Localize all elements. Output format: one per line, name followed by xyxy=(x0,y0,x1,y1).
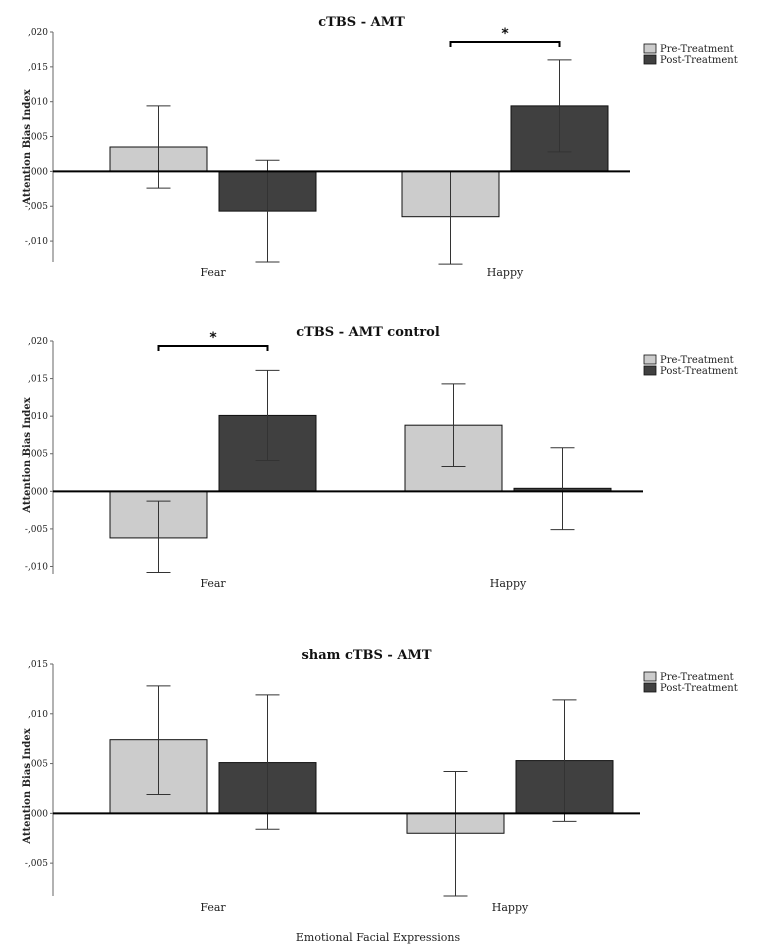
legend-swatch-post xyxy=(643,365,657,376)
y-tick-label: -,005 xyxy=(25,859,48,869)
chart-title: cTBS - AMT xyxy=(318,15,405,30)
significance-bracket xyxy=(449,41,561,47)
significance-star: * xyxy=(209,330,217,346)
y-tick-label: ,005 xyxy=(28,450,48,460)
legend-label: Post-Treatment xyxy=(660,683,738,694)
significance-star: * xyxy=(501,26,509,42)
y-tick-label: -,010 xyxy=(25,237,48,247)
significance-bracket xyxy=(157,345,269,351)
legend-swatch-pre xyxy=(643,671,657,682)
y-tick-label: ,020 xyxy=(28,28,48,38)
y-tick-label: ,000 xyxy=(28,809,48,819)
y-tick-label: ,000 xyxy=(28,487,48,497)
legend-swatch-post xyxy=(643,54,657,65)
x-category-label: Happy xyxy=(490,577,527,590)
chart-panel-2: cTBS - AMT control -,010 -,005 ,000 ,005 ,010… xyxy=(22,325,738,590)
legend-swatch-pre xyxy=(643,354,657,365)
x-category-label: Happy xyxy=(492,901,529,914)
legend-swatch-post xyxy=(643,682,657,693)
y-tick-label: ,020 xyxy=(28,337,48,347)
chart-panel-3: sham cTBS - AMT -,005 ,000 ,005 ,010 ,015 Atte… xyxy=(22,648,738,914)
y-tick-label: ,010 xyxy=(28,710,48,720)
legend-label: Post-Treatment xyxy=(660,366,738,377)
y-tick-label: -,010 xyxy=(25,562,48,572)
y-axis-label: Attention Bias Index xyxy=(22,88,33,205)
x-category-label: Fear xyxy=(200,266,226,279)
y-tick-label: -,005 xyxy=(25,202,48,212)
x-category-label: Fear xyxy=(200,577,226,590)
legend-label: Post-Treatment xyxy=(660,55,738,66)
y-axis-label: Attention Bias Index xyxy=(22,396,33,513)
y-tick-label: ,010 xyxy=(28,98,48,108)
y-tick-label: -,005 xyxy=(25,525,48,535)
x-axis-label: Emotional Facial Expressions xyxy=(296,931,461,944)
y-tick-label: ,015 xyxy=(28,660,48,670)
x-category-label: Fear xyxy=(200,901,226,914)
legend-swatch-pre xyxy=(643,43,657,54)
legend-label: Pre-Treatment xyxy=(660,355,734,366)
y-tick-label: ,015 xyxy=(28,63,48,73)
chart-title: sham cTBS - AMT xyxy=(301,648,431,663)
legend-label: Pre-Treatment xyxy=(660,672,734,683)
chart-panel-1: cTBS - AMT -,010 -,005 ,000 ,005 ,010 ,015 ,020… xyxy=(22,15,738,279)
y-axis-label: Attention Bias Index xyxy=(22,727,33,844)
y-tick-label: ,010 xyxy=(28,412,48,422)
chart-title: cTBS - AMT control xyxy=(296,325,440,340)
y-tick-label: ,005 xyxy=(28,760,48,770)
y-tick-label: ,005 xyxy=(28,133,48,143)
y-tick-label: ,015 xyxy=(28,375,48,385)
x-category-label: Happy xyxy=(487,266,524,279)
legend-label: Pre-Treatment xyxy=(660,44,734,55)
y-tick-label: ,000 xyxy=(28,167,48,177)
